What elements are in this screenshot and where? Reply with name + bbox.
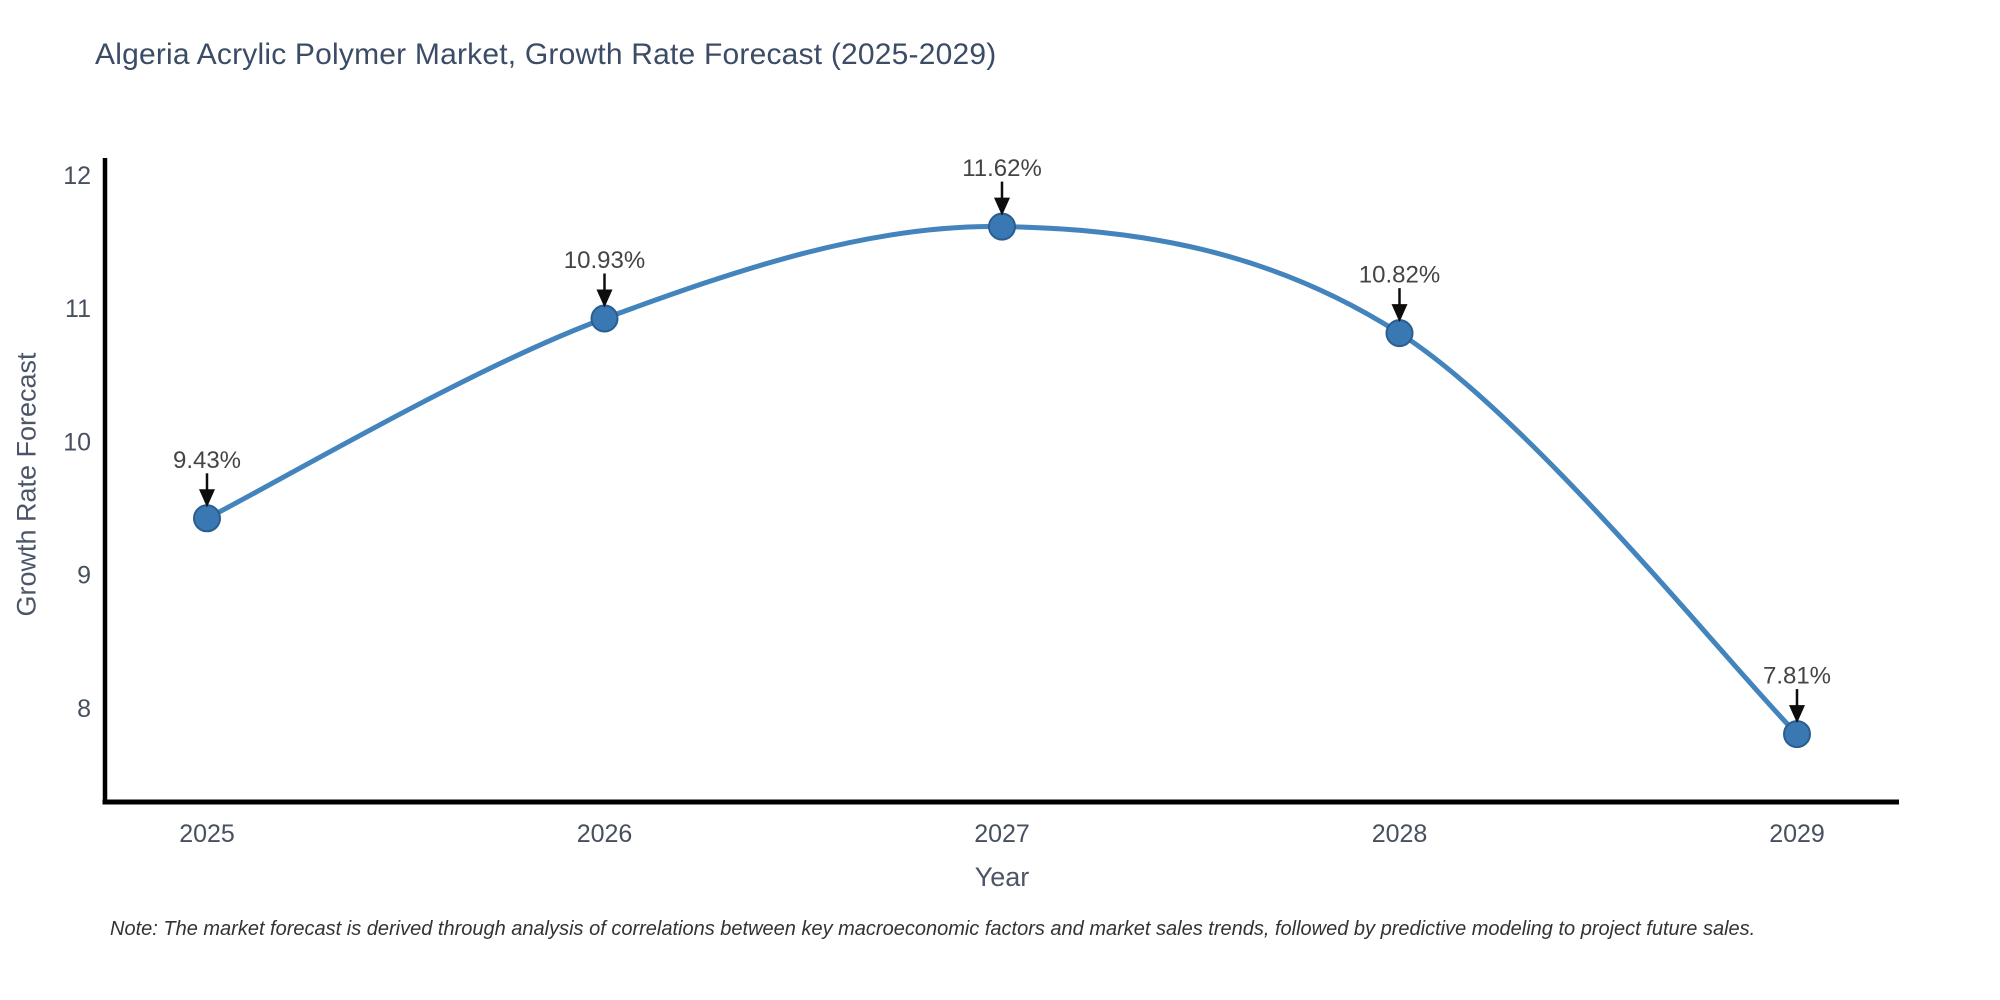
y-tick-label: 9 <box>77 562 91 590</box>
x-tick-label: 2025 <box>179 820 235 848</box>
x-axis-label: Year <box>974 862 1030 892</box>
point-value-label: 11.62% <box>962 155 1042 182</box>
data-point-marker <box>1783 720 1811 749</box>
annotation-arrow-head <box>1391 304 1408 323</box>
data-point-marker <box>193 504 221 533</box>
x-tick-label: 2028 <box>1372 820 1428 848</box>
chart-title: Algeria Acrylic Polymer Market, Growth R… <box>95 38 997 71</box>
y-tick-label: 12 <box>63 162 91 190</box>
x-tick-label: 2026 <box>577 820 633 848</box>
point-value-label: 10.82% <box>1359 262 1440 289</box>
annotation-arrow-head <box>994 197 1010 216</box>
x-tick-label: 2027 <box>974 820 1030 848</box>
footnote: Note: The market forecast is derived thr… <box>110 918 1756 940</box>
y-tick-label: 8 <box>77 695 91 723</box>
y-tick-label: 10 <box>63 428 91 456</box>
annotation-arrow-head <box>199 489 215 508</box>
data-point-marker <box>988 212 1016 241</box>
point-value-label: 10.93% <box>564 247 645 274</box>
y-tick-label: 11 <box>65 295 91 323</box>
x-tick-label: 2029 <box>1769 820 1825 848</box>
point-value-label: 9.43% <box>173 447 241 474</box>
data-point-marker <box>1385 319 1414 348</box>
point-value-label: 7.81% <box>1763 663 1831 690</box>
trend-line <box>204 224 1800 737</box>
annotation-arrow-head <box>1789 705 1805 724</box>
annotation-arrow-head <box>596 289 613 308</box>
data-point-marker <box>590 304 619 333</box>
